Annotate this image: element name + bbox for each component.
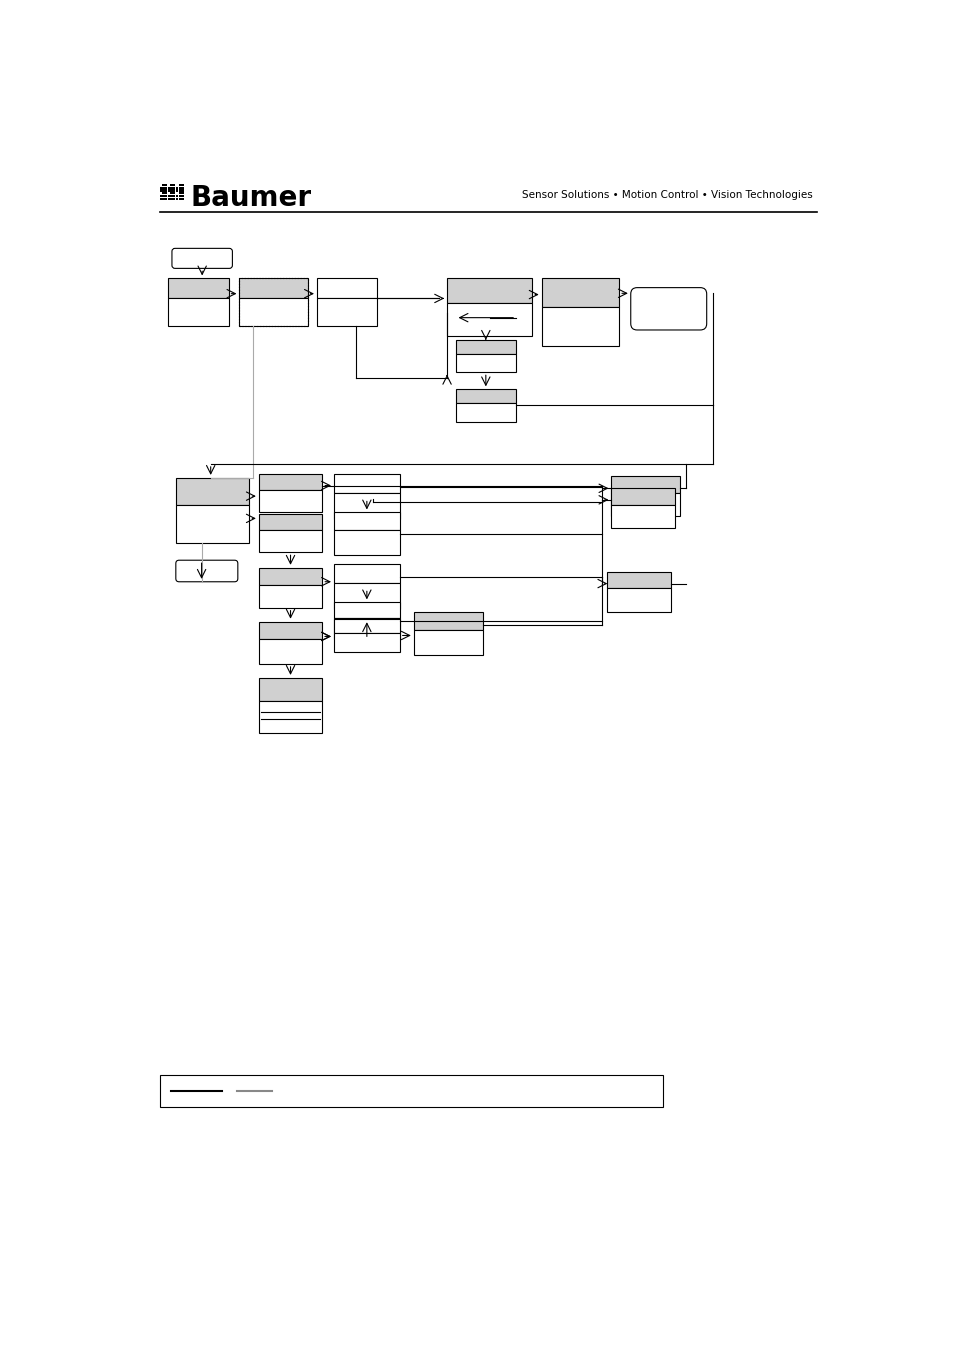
Bar — [334, 632, 399, 651]
FancyBboxPatch shape — [630, 288, 706, 330]
Bar — [178, 195, 181, 197]
Bar — [159, 186, 162, 189]
Bar — [165, 186, 167, 189]
Bar — [172, 192, 175, 195]
Text: Sensor Solutions • Motion Control • Vision Technologies: Sensor Solutions • Motion Control • Visi… — [521, 190, 812, 200]
Bar — [175, 195, 178, 197]
Bar — [611, 488, 674, 505]
Bar — [181, 197, 183, 200]
Bar — [171, 197, 172, 200]
Bar — [334, 617, 399, 639]
Bar — [162, 186, 165, 189]
Bar — [165, 197, 167, 200]
Bar — [159, 195, 162, 197]
Bar — [456, 354, 516, 373]
Bar — [175, 186, 178, 189]
Bar — [162, 197, 165, 200]
Bar — [334, 530, 399, 555]
Bar — [172, 189, 175, 192]
Bar — [168, 197, 170, 200]
Bar — [168, 299, 229, 326]
Bar — [178, 184, 181, 186]
Bar — [175, 478, 249, 505]
Bar — [178, 189, 181, 192]
Bar — [258, 530, 322, 553]
Bar — [611, 505, 674, 528]
Bar — [258, 639, 322, 663]
Bar — [178, 186, 181, 189]
Bar — [165, 192, 167, 195]
Bar — [258, 678, 322, 701]
Bar — [239, 278, 307, 326]
Bar — [334, 512, 399, 530]
Bar — [607, 589, 670, 612]
Bar — [258, 513, 322, 530]
Bar — [181, 195, 183, 197]
Bar — [159, 1074, 662, 1106]
Bar — [456, 403, 516, 422]
Bar — [334, 563, 399, 582]
Bar — [181, 186, 183, 189]
Bar — [162, 184, 165, 186]
Bar — [239, 278, 307, 299]
Bar — [239, 299, 307, 326]
FancyBboxPatch shape — [172, 249, 233, 269]
Bar — [541, 278, 618, 307]
Bar — [168, 195, 170, 197]
Bar — [172, 197, 175, 200]
FancyBboxPatch shape — [175, 561, 237, 582]
Bar — [258, 701, 322, 734]
Bar — [414, 612, 483, 630]
Bar — [456, 340, 516, 354]
Bar — [334, 493, 399, 519]
Bar — [172, 184, 175, 186]
Bar — [456, 389, 516, 403]
Bar — [178, 197, 181, 200]
Bar — [258, 490, 322, 512]
Bar — [258, 621, 322, 639]
Bar — [611, 493, 679, 516]
Bar — [334, 582, 399, 608]
Bar — [159, 197, 162, 200]
Bar — [171, 189, 172, 192]
Bar — [334, 619, 399, 632]
Bar — [414, 630, 483, 655]
Bar — [172, 195, 175, 197]
Bar — [181, 184, 183, 186]
Bar — [168, 186, 170, 189]
Bar — [175, 505, 249, 543]
Bar — [181, 192, 183, 195]
Bar — [178, 192, 181, 195]
Bar — [447, 303, 532, 336]
Bar — [171, 186, 172, 189]
Bar — [258, 585, 322, 608]
Bar — [162, 192, 165, 195]
Bar — [181, 189, 183, 192]
Bar — [162, 189, 165, 192]
Bar — [162, 195, 165, 197]
Bar — [316, 299, 377, 326]
Bar — [171, 195, 172, 197]
Bar — [258, 567, 322, 585]
Bar — [168, 278, 229, 299]
Bar — [172, 186, 175, 189]
Bar — [316, 278, 377, 299]
Bar — [165, 195, 167, 197]
Bar — [171, 192, 172, 195]
Bar — [165, 184, 167, 186]
Bar — [168, 189, 170, 192]
Bar — [607, 571, 670, 589]
Bar — [175, 189, 178, 192]
Bar — [159, 189, 162, 192]
Bar — [541, 307, 618, 346]
Bar — [171, 184, 172, 186]
Bar — [165, 189, 167, 192]
Bar — [258, 474, 322, 490]
Bar — [334, 603, 399, 617]
Text: Baumer: Baumer — [191, 184, 312, 212]
Bar — [611, 477, 679, 493]
Bar — [447, 278, 532, 303]
Bar — [175, 197, 178, 200]
Bar — [334, 474, 399, 493]
